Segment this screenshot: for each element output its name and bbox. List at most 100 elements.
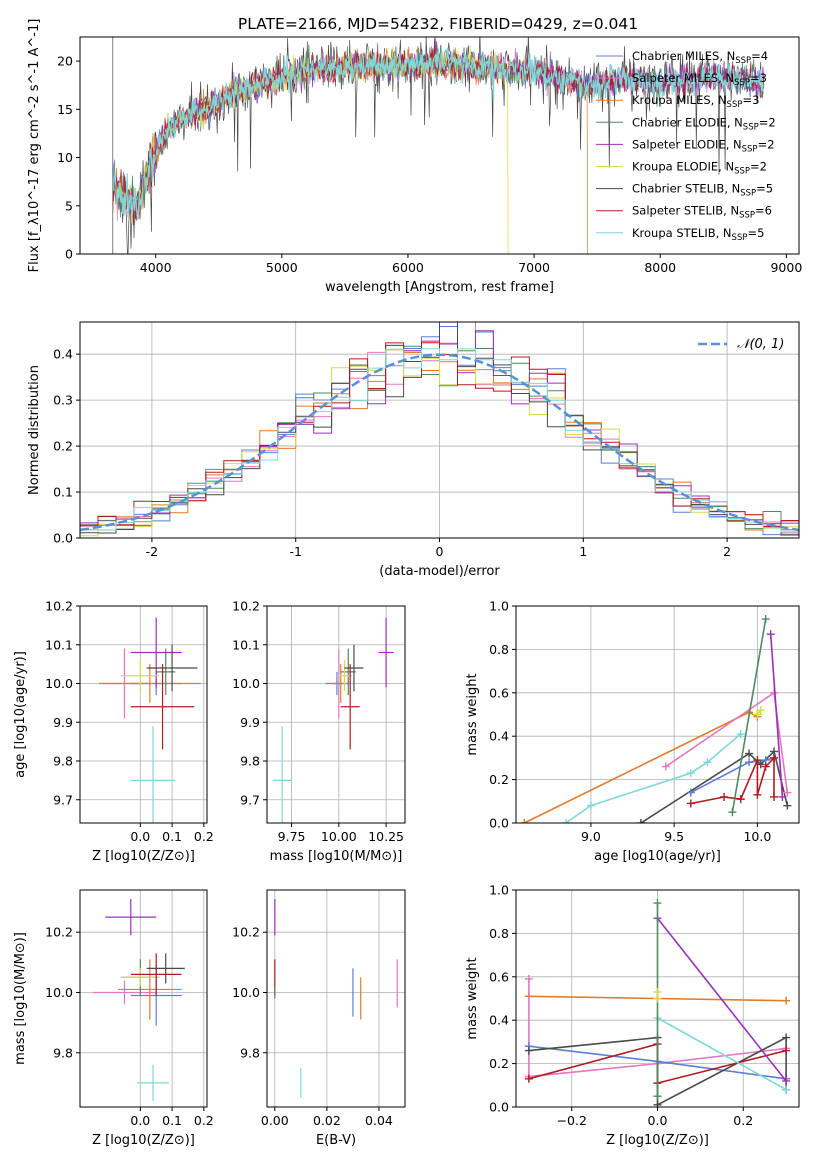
weight-marker-c8: [561, 819, 570, 823]
weight-marker-c4: [782, 1076, 791, 1085]
weight-series-c8: [565, 733, 742, 823]
legend-entry: Kroupa ELODIE, NSSP=2: [632, 160, 767, 177]
weight-marker-c7: [736, 795, 745, 804]
x-tick-label: 0.2: [733, 1113, 753, 1128]
y-tick-label: 5: [65, 198, 73, 213]
x-tick-label: 10.0: [743, 829, 771, 844]
y-tick-label: 0.3: [53, 393, 73, 408]
spectrum-series-c3: [112, 44, 765, 223]
axes-frame: [79, 605, 208, 824]
plot-area: [112, 37, 765, 254]
x-tick-label: 5000: [266, 260, 298, 275]
x-tick-label: 7000: [518, 260, 550, 275]
x-tick-label: 0.2: [194, 1113, 214, 1128]
x-tick-label: 4000: [140, 260, 172, 275]
x-tick-label: -2: [146, 544, 158, 559]
weight-marker-c7: [720, 792, 729, 801]
legend-entry: 𝒩(0, 1): [737, 337, 784, 352]
weight-marker-c5: [653, 987, 662, 996]
x-tick-label: 1: [579, 544, 587, 559]
y-tick-label: 9.7: [240, 792, 260, 807]
x-axis-label: (data-model)/error: [379, 564, 500, 579]
legend-entry: Kroupa STELIB, NSSP=5: [632, 226, 764, 243]
legend-entry: Chabrier STELIB, NSSP=5: [632, 182, 773, 199]
plot-area: [92, 899, 185, 1101]
weight-marker-c8: [782, 1085, 791, 1094]
y-axis-label: age [log10(age/yr)]: [13, 651, 28, 778]
weight-marker-c6: [783, 801, 792, 810]
y-tick-label: 10.0: [45, 985, 73, 1000]
weight-series-c4: [769, 634, 784, 798]
y-tick-label: 0.8: [489, 926, 509, 941]
normal-curve: [80, 353, 799, 532]
axes-frame: [515, 605, 800, 824]
mass-vs-z-panel: 0.0 0.1 0.2 9.8 10.0 10.2 Z [log10(Z/Z⊙)] mass …: [13, 889, 214, 1148]
weight-series-c1: [665, 691, 789, 793]
y-tick-label: 0.4: [53, 347, 73, 362]
y-tick-label: 9.8: [53, 1045, 73, 1060]
mass-weight-vs-z-panel: −0.2 0.0 0.2 0.0 0.2 0.4 0.6 0.8 1.0 Z [log10(Z/Z…: [465, 883, 800, 1148]
weight-marker-c7: [753, 790, 762, 799]
spectrum-legend: Chabrier MILES, NSSP=4 Salpeter MILES, NS…: [596, 49, 776, 243]
weight-marker-c0: [745, 758, 754, 767]
y-tick-label: 10.0: [232, 985, 260, 1000]
y-tick-label: 0.1: [53, 485, 73, 500]
x-tick-label: 9.75: [278, 829, 306, 844]
y-tick-label: 20: [57, 54, 73, 69]
weight-marker-c6: [524, 1046, 533, 1055]
x-tick-label: 0.2: [194, 829, 214, 844]
weight-marker-c3: [728, 808, 737, 817]
y-tick-label: 9.8: [240, 754, 260, 769]
axes-frame: [266, 605, 406, 824]
x-axis-label: Z [log10(Z/Z⊙)]: [92, 849, 195, 864]
weight-marker-c7: [686, 799, 695, 808]
weight-marker-c8: [703, 758, 712, 767]
weight-marker-c3: [653, 1092, 662, 1101]
weight-marker-c3: [761, 615, 770, 624]
x-tick-label: 0.1: [162, 829, 182, 844]
x-tick-label: 10.25: [368, 829, 404, 844]
spectrum-series-c2: [112, 45, 588, 254]
plot-area: [520, 615, 792, 823]
y-tick-label: 10.2: [45, 925, 73, 940]
plot-area: [524, 899, 791, 1107]
y-axis-label: mass weight: [465, 673, 480, 755]
y-tick-label: 10.1: [232, 637, 260, 652]
age-vs-mass-panel: 9.75 10.00 10.25 9.7 9.8 9.9 10.0 10.1 10.2 mass …: [232, 599, 406, 864]
weight-marker-c1: [661, 762, 670, 771]
axes-frame: [266, 889, 406, 1108]
y-tick-label: 10.0: [45, 676, 73, 691]
y-tick-label: 0.4: [489, 1013, 509, 1028]
weight-marker-c7: [770, 753, 779, 762]
weight-marker-c7: [753, 756, 762, 765]
x-tick-label: 0: [436, 544, 444, 559]
legend-entry: Salpeter MILES, NSSP=3: [632, 71, 767, 88]
weight-marker-c8: [736, 730, 745, 739]
plot-area: [274, 899, 398, 1098]
x-tick-label: 10.00: [321, 829, 357, 844]
y-axis-label: mass weight: [465, 957, 480, 1039]
weight-marker-c4: [778, 792, 787, 801]
legend-entry: Chabrier ELODIE, NSSP=2: [632, 115, 776, 132]
y-tick-label: 0.0: [489, 1100, 509, 1115]
x-axis-label: mass [log10(M/M⊙)]: [270, 849, 403, 864]
weight-marker-c2: [520, 819, 529, 823]
weight-marker-c7: [782, 1046, 791, 1055]
mass-vs-ebv-panel: 0.00 0.02 0.04 9.8 10.0 10.2 E(B-V): [232, 889, 406, 1148]
weight-marker-c6: [745, 749, 754, 758]
axes-frame: [79, 36, 800, 255]
x-axis-label: Z [log10(Z/Z⊙)]: [606, 1133, 709, 1148]
x-tick-label: 6000: [392, 260, 424, 275]
x-tick-label: 0.00: [261, 1113, 289, 1128]
x-tick-label: 0.0: [130, 829, 150, 844]
y-axis-label: Normed distribution: [27, 365, 42, 495]
y-tick-label: 9.9: [240, 715, 260, 730]
axes-frame: [79, 889, 208, 1108]
weight-series-c4: [656, 917, 787, 1082]
x-tick-label: 2: [723, 544, 731, 559]
y-tick-label: 9.8: [53, 754, 73, 769]
y-tick-label: 0.6: [489, 969, 509, 984]
y-tick-label: 15: [57, 102, 73, 117]
y-axis-label: Flux [f_λ10^-17 erg cm^-2 s^-1 A^-1]: [27, 19, 42, 273]
